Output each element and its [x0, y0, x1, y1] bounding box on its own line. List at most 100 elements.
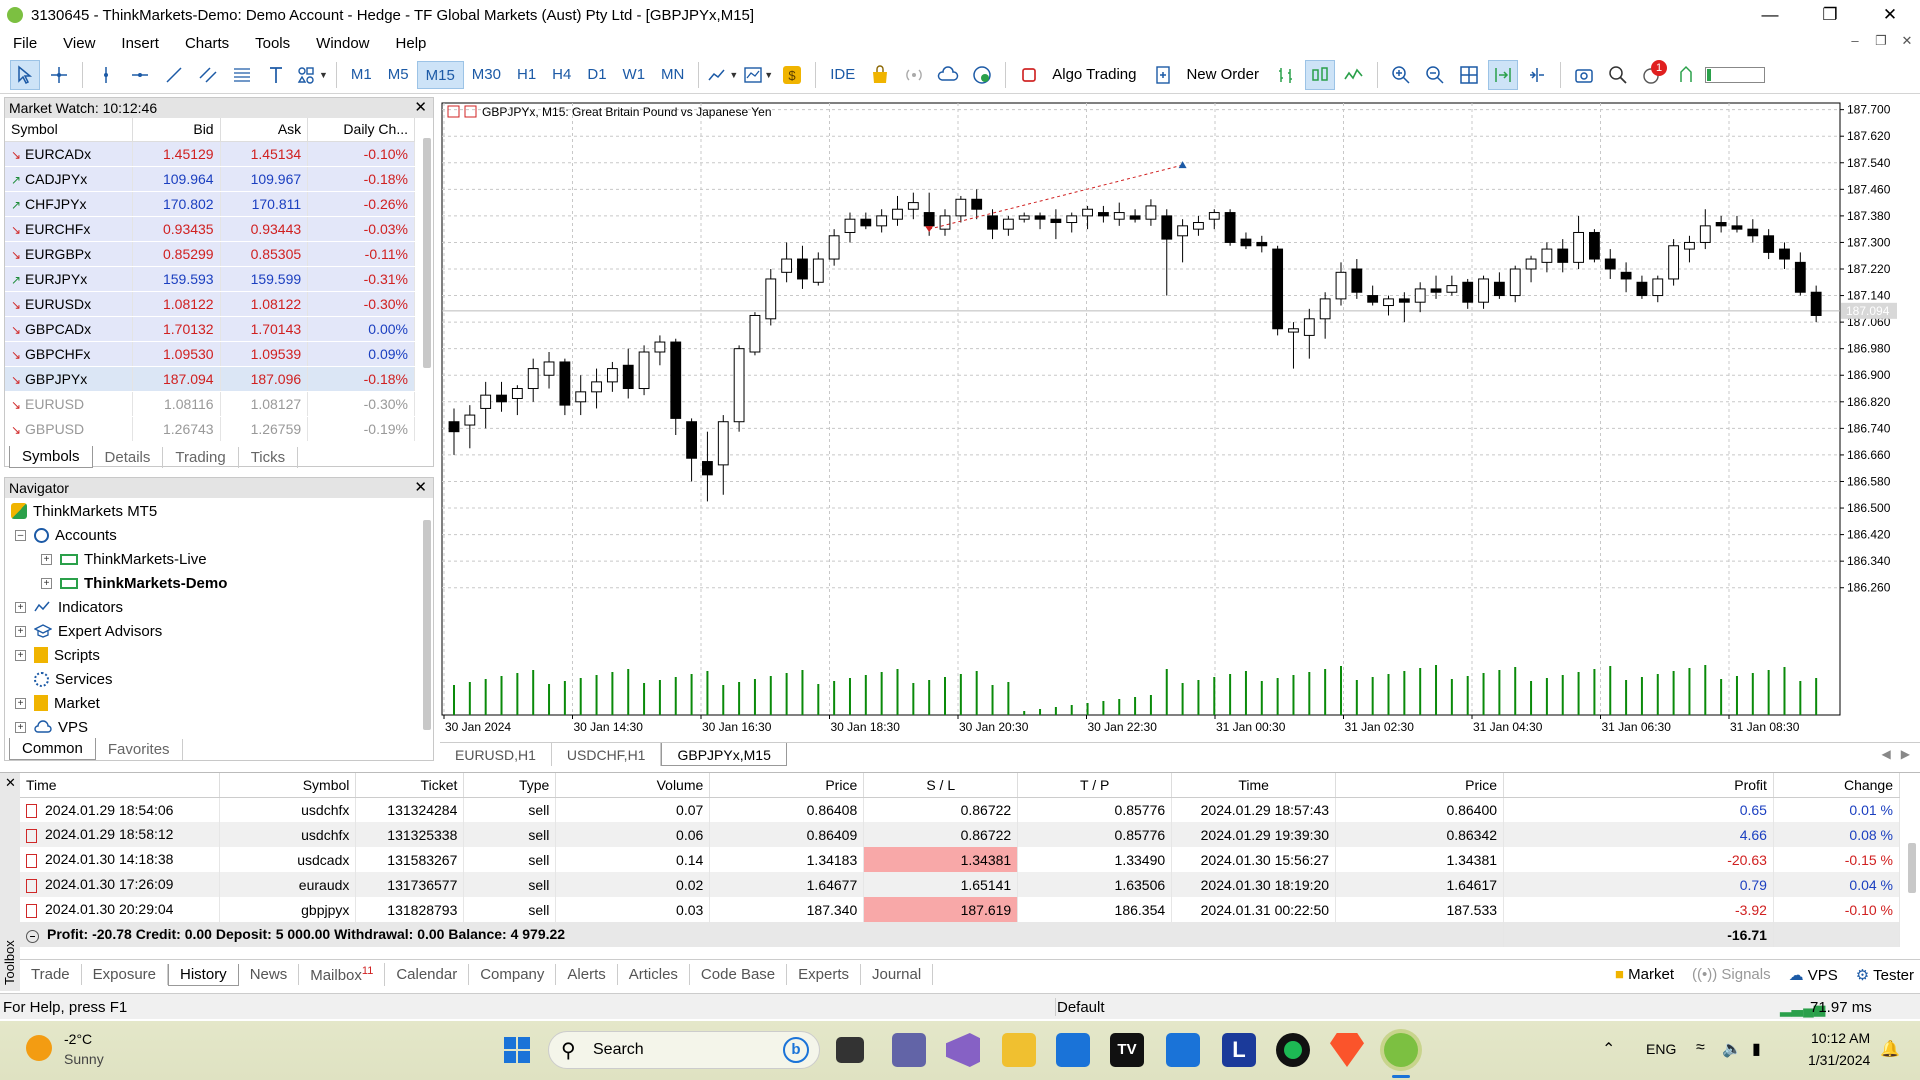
signals-link[interactable]: ((•)) Signals: [1691, 965, 1771, 983]
col-daily-change[interactable]: Daily Ch...: [307, 118, 415, 142]
price-chart[interactable]: 187.700 187.620 187.540 187.460 187.380 187.3…: [440, 97, 1920, 737]
history-row[interactable]: 2024.01.29 18:54:06 usdchfx 131324284 sell 0…: [20, 797, 1901, 822]
market-bag-icon[interactable]: [865, 60, 895, 90]
app-l-icon[interactable]: L: [1222, 1033, 1256, 1067]
mdi-restore-button[interactable]: ❐: [1875, 33, 1887, 48]
close-icon[interactable]: ✕: [414, 479, 427, 496]
menu-help[interactable]: Help: [395, 34, 427, 52]
scrollbar[interactable]: [423, 520, 431, 730]
col-bid[interactable]: Bid: [132, 118, 221, 142]
menu-charts[interactable]: Charts: [184, 34, 230, 52]
indicators-icon[interactable]: ▼: [707, 60, 738, 90]
zoom-out-icon[interactable]: [1420, 60, 1450, 90]
weather-sun-icon[interactable]: [26, 1035, 52, 1061]
col-change[interactable]: Change: [1773, 773, 1901, 798]
dollar-icon[interactable]: $: [777, 60, 807, 90]
menu-file[interactable]: File: [13, 34, 38, 52]
tree-accounts[interactable]: – Accounts: [15, 524, 117, 546]
market-watch-row[interactable]: ↘ GBPCADx 1.70132 1.70143 0.00%: [5, 316, 415, 342]
fibonacci-icon[interactable]: [227, 60, 257, 90]
new-order-button[interactable]: New Order: [1186, 66, 1259, 83]
collapse-icon[interactable]: –: [26, 930, 39, 943]
zoom-in-icon[interactable]: [1386, 60, 1416, 90]
market-watch-row[interactable]: ↗ EURJPYx 159.593 159.599 -0.31%: [5, 266, 415, 292]
tab-calendar[interactable]: Calendar: [385, 964, 470, 985]
timeframe-d1[interactable]: D1: [587, 65, 607, 83]
tab-company[interactable]: Company: [469, 964, 557, 985]
language-indicator[interactable]: ENG: [1646, 1041, 1677, 1057]
market-watch-row[interactable]: ↘ EURCHFx 0.93435 0.93443 -0.03%: [5, 216, 415, 242]
teams-icon[interactable]: [892, 1033, 926, 1067]
tab-favorites[interactable]: Favorites: [96, 739, 183, 760]
screenshot-icon[interactable]: [1569, 60, 1599, 90]
chevron-up-icon[interactable]: ⌃: [1602, 1041, 1616, 1058]
brave-icon[interactable]: [1330, 1033, 1364, 1067]
market-watch-row[interactable]: ↘ EURUSD 1.08116 1.08127 -0.30%: [5, 391, 415, 417]
market-watch-row[interactable]: ↘ EURUSDx 1.08122 1.08122 -0.30%: [5, 291, 415, 317]
market-watch-row[interactable]: ↗ CHFJPYx 170.802 170.811 -0.26%: [5, 191, 415, 217]
windows-start-icon[interactable]: [500, 1033, 534, 1067]
trendline-icon[interactable]: [159, 60, 189, 90]
col-close-time[interactable]: Time: [1171, 773, 1337, 798]
col-symbol[interactable]: Symbol: [219, 773, 357, 798]
file-explorer-icon[interactable]: [1002, 1033, 1036, 1067]
chart-tab-eurusd[interactable]: EURUSD,H1: [440, 743, 552, 766]
market-link[interactable]: ■ Market: [1614, 965, 1674, 983]
timeframe-m15[interactable]: M15: [416, 60, 464, 89]
shapes-icon[interactable]: ▼: [295, 60, 328, 90]
tab-exposure[interactable]: Exposure: [82, 964, 169, 985]
tab-ticks[interactable]: Ticks: [239, 447, 299, 468]
chart-canvas[interactable]: 187.700 187.620 187.540 187.460 187.380 187.3…: [440, 97, 1920, 737]
tab-articles[interactable]: Articles: [618, 964, 690, 985]
tab-alerts[interactable]: Alerts: [556, 964, 618, 985]
bar-chart-icon[interactable]: [1271, 60, 1301, 90]
timeframe-m5[interactable]: M5: [387, 65, 409, 83]
vertical-line-icon[interactable]: [91, 60, 121, 90]
tab-mailbox[interactable]: Mailbox11: [299, 963, 386, 986]
search-icon[interactable]: [1603, 60, 1633, 90]
tree-services[interactable]: Services: [15, 668, 113, 690]
timeframe-w1[interactable]: W1: [622, 65, 646, 83]
metatrader-icon[interactable]: [1384, 1033, 1418, 1067]
market-watch-row[interactable]: ↘ EURGBPx 0.85299 0.85305 -0.11%: [5, 241, 415, 267]
vps-link[interactable]: ☁ VPS: [1788, 966, 1838, 984]
close-icon[interactable]: ✕: [5, 775, 16, 790]
ide-button[interactable]: IDE: [830, 65, 856, 83]
tab-history[interactable]: History: [168, 963, 239, 986]
close-icon[interactable]: ✕: [414, 99, 427, 116]
market-watch-row[interactable]: ↘ EURCADx 1.45129 1.45134 -0.10%: [5, 141, 415, 167]
wifi-icon[interactable]: ≈: [1696, 1039, 1705, 1056]
history-row[interactable]: 2024.01.30 17:26:09 euraudx 131736577 sell 0…: [20, 872, 1901, 897]
col-symbol[interactable]: Symbol: [5, 118, 134, 142]
tree-market[interactable]: + Market: [15, 692, 100, 714]
visual-studio-icon[interactable]: [946, 1033, 980, 1067]
maximize-button[interactable]: ❐: [1822, 5, 1838, 24]
col-ask[interactable]: Ask: [220, 118, 309, 142]
col-sl[interactable]: S / L: [863, 773, 1019, 798]
horizontal-line-icon[interactable]: [125, 60, 155, 90]
minimize-button[interactable]: —: [1761, 5, 1779, 24]
tree-scripts[interactable]: + Scripts: [15, 644, 100, 666]
market-watch-row[interactable]: ↗ CADJPYx 109.964 109.967 -0.18%: [5, 166, 415, 192]
history-row[interactable]: 2024.01.30 20:29:04 gbpjpyx 131828793 sell 0…: [20, 897, 1901, 922]
tab-experts[interactable]: Experts: [787, 964, 861, 985]
volume-icon[interactable]: 🔈: [1722, 1041, 1742, 1058]
chart-tab-gbpjpy[interactable]: GBPJPYx,M15: [661, 743, 787, 766]
algo-trading-icon[interactable]: [1014, 60, 1044, 90]
chart-shift-icon[interactable]: [1522, 60, 1552, 90]
tree-vps[interactable]: + VPS: [15, 716, 88, 738]
tree-indicators[interactable]: + Indicators: [15, 596, 123, 618]
market-watch-row[interactable]: ↘ GBPJPYx 187.094 187.096 -0.18%: [5, 366, 415, 392]
history-row[interactable]: 2024.01.29 18:58:12 usdchfx 131325338 sell 0…: [20, 822, 1901, 847]
tradingview-icon[interactable]: TV: [1110, 1033, 1144, 1067]
tab-details[interactable]: Details: [93, 447, 164, 468]
account-icon[interactable]: [1671, 60, 1701, 90]
spotify-icon[interactable]: [1276, 1033, 1310, 1067]
tree-account-live[interactable]: + ThinkMarkets-Live: [41, 548, 207, 570]
notifications-icon[interactable]: 1: [1637, 59, 1667, 90]
tab-journal[interactable]: Journal: [861, 964, 934, 985]
tab-code-base[interactable]: Code Base: [690, 964, 788, 985]
market-watch-row[interactable]: ↘ GBPCHFx 1.09530 1.09539 0.09%: [5, 341, 415, 367]
col-close-price[interactable]: Price: [1335, 773, 1505, 798]
notification-bell-icon[interactable]: 🔔: [1880, 1041, 1900, 1058]
